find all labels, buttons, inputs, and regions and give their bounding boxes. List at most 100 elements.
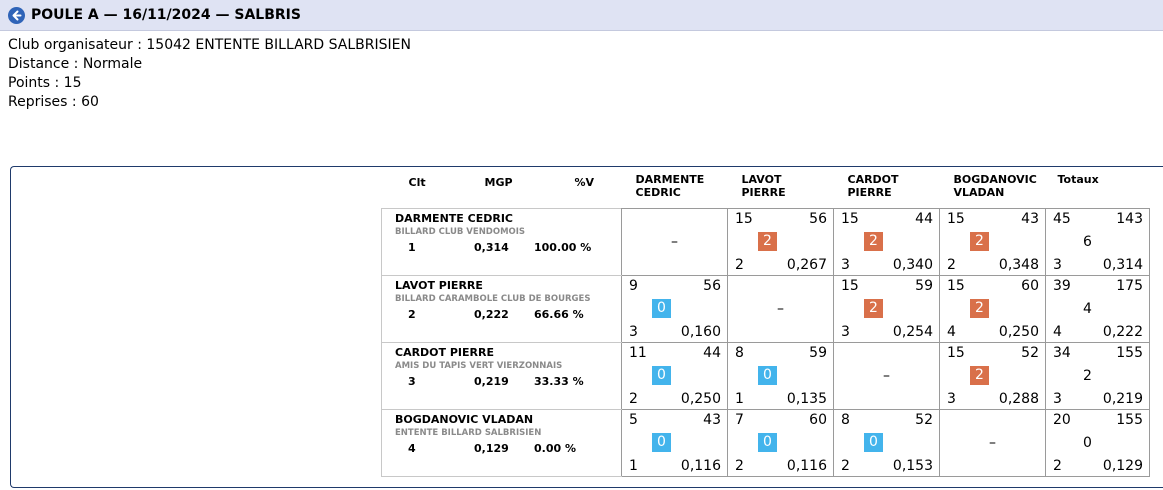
match-cell: 15 60 2 4 0,250	[939, 275, 1046, 343]
total-average: 0,219	[1102, 391, 1143, 407]
match-average: 0,267	[786, 257, 827, 273]
match-reprises: 43	[703, 412, 721, 428]
match-cell: 5 43 0 1 0,116	[621, 409, 728, 477]
totals-cell: 45 143 6 3 0,314	[1045, 208, 1150, 276]
player-name: DARMENTE CEDRIC	[395, 212, 513, 225]
player-rows: DARMENTE CEDRIC BILLARD CLUB VENDOMOIS 1 0,…	[381, 208, 1150, 477]
total-best-serie: 4	[1053, 324, 1062, 340]
total-match-points: 4	[1083, 301, 1092, 317]
match-reprises: 59	[809, 345, 827, 361]
match-best-serie: 2	[947, 257, 956, 273]
col-totaux: Totaux	[1057, 173, 1099, 186]
total-reprises: 155	[1116, 412, 1143, 428]
match-average: 0,116	[786, 458, 827, 474]
match-cell: 7 60 0 2 0,116	[727, 409, 834, 477]
match-reprises: 44	[703, 345, 721, 361]
player-name: BOGDANOVIC VLADAN	[395, 413, 534, 426]
match-points-badge: 2	[864, 232, 883, 251]
match-best-serie: 2	[629, 391, 638, 407]
player-pct: 66.66 %	[534, 308, 584, 321]
total-match-points: 0	[1083, 435, 1092, 451]
page-header: POULE A — 16/11/2024 — SALBRIS	[0, 0, 1163, 31]
player-cell: CARDOT PIERRE AMIS DU TAPIS VERT VIERZONN…	[381, 342, 622, 410]
match-points: 15	[947, 211, 965, 227]
col-pct-v: %V	[574, 176, 595, 189]
match-points-badge: 2	[970, 299, 989, 318]
match-cell: 9 56 0 3 0,160	[621, 275, 728, 343]
no-match-dash: –	[989, 435, 996, 451]
player-name: CARDOT PIERRE	[395, 346, 494, 359]
competition-info: Club organisateur : 15042 ENTENTE BILLAR…	[8, 36, 411, 112]
player-rank: 4	[408, 442, 416, 455]
player-club: ENTENTE BILLARD SALBRISIEN	[395, 428, 542, 438]
total-match-points: 2	[1083, 368, 1092, 384]
player-pct: 0.00 %	[534, 442, 576, 455]
total-points: 39	[1053, 278, 1071, 294]
distance-info: Distance : Normale	[8, 56, 143, 72]
col-opponent: DARMENTE CEDRIC	[635, 173, 705, 199]
no-match-dash: –	[883, 368, 890, 384]
total-average: 0,314	[1102, 257, 1143, 273]
player-club: BILLARD CLUB VENDOMOIS	[395, 227, 526, 237]
match-points-badge: 2	[758, 232, 777, 251]
player-mgp: 0,222	[474, 308, 509, 321]
match-average: 0,348	[998, 257, 1039, 273]
totals-cell: 39 175 4 4 0,222	[1045, 275, 1150, 343]
match-points: 15	[947, 345, 965, 361]
match-points-badge: 0	[652, 366, 671, 385]
match-cell: 11 44 0 2 0,250	[621, 342, 728, 410]
player-rank: 1	[408, 241, 416, 254]
match-cell: 15 56 2 2 0,267	[727, 208, 834, 276]
match-average: 0,288	[998, 391, 1039, 407]
match-average: 0,135	[786, 391, 827, 407]
match-best-serie: 3	[947, 391, 956, 407]
match-best-serie: 1	[629, 458, 638, 474]
match-average: 0,254	[892, 324, 933, 340]
match-best-serie: 3	[629, 324, 638, 340]
match-reprises: 52	[1021, 345, 1039, 361]
match-best-serie: 3	[841, 324, 850, 340]
total-points: 34	[1053, 345, 1071, 361]
total-reprises: 175	[1116, 278, 1143, 294]
match-points: 11	[629, 345, 647, 361]
match-points: 9	[629, 278, 638, 294]
club-organisateur: Club organisateur : 15042 ENTENTE BILLAR…	[8, 37, 411, 53]
match-cell: 15 43 2 2 0,348	[939, 208, 1046, 276]
match-cell: 15 44 2 3 0,340	[833, 208, 940, 276]
reprises-info: Reprises : 60	[8, 94, 99, 110]
poule-table: Clt MGP %V DARMENTE CEDRIC LAVOT PIERRE CA…	[381, 173, 1150, 477]
total-reprises: 155	[1116, 345, 1143, 361]
match-best-serie: 4	[947, 324, 956, 340]
match-points-badge: 2	[864, 299, 883, 318]
player-club: AMIS DU TAPIS VERT VIERZONNAIS	[395, 361, 563, 371]
match-average: 0,250	[680, 391, 721, 407]
page-title: POULE A — 16/11/2024 — SALBRIS	[31, 7, 301, 23]
match-reprises: 52	[915, 412, 933, 428]
col-mgp: MGP	[484, 176, 513, 189]
match-best-serie: 2	[735, 257, 744, 273]
total-reprises: 143	[1116, 211, 1143, 227]
match-reprises: 44	[915, 211, 933, 227]
back-arrow-icon[interactable]	[8, 6, 25, 24]
match-reprises: 59	[915, 278, 933, 294]
player-row: CARDOT PIERRE AMIS DU TAPIS VERT VIERZONN…	[381, 342, 1150, 410]
total-match-points: 6	[1083, 234, 1092, 250]
no-match-dash: –	[777, 301, 784, 317]
match-best-serie: 1	[735, 391, 744, 407]
total-best-serie: 3	[1053, 391, 1062, 407]
total-average: 0,129	[1102, 458, 1143, 474]
player-row: DARMENTE CEDRIC BILLARD CLUB VENDOMOIS 1 0,…	[381, 208, 1150, 276]
match-cell-empty: –	[727, 275, 834, 343]
match-points-badge: 0	[652, 433, 671, 452]
match-cell-empty: –	[833, 342, 940, 410]
match-best-serie: 2	[841, 458, 850, 474]
player-club: BILLARD CARAMBOLE CLUB DE BOURGES	[395, 294, 591, 304]
match-points-badge: 2	[970, 366, 989, 385]
match-points-badge: 0	[758, 433, 777, 452]
match-cell: 8 59 0 1 0,135	[727, 342, 834, 410]
match-reprises: 60	[1021, 278, 1039, 294]
col-opponent: CARDOT PIERRE	[847, 173, 899, 199]
match-average: 0,116	[680, 458, 721, 474]
match-reprises: 43	[1021, 211, 1039, 227]
match-points: 7	[735, 412, 744, 428]
